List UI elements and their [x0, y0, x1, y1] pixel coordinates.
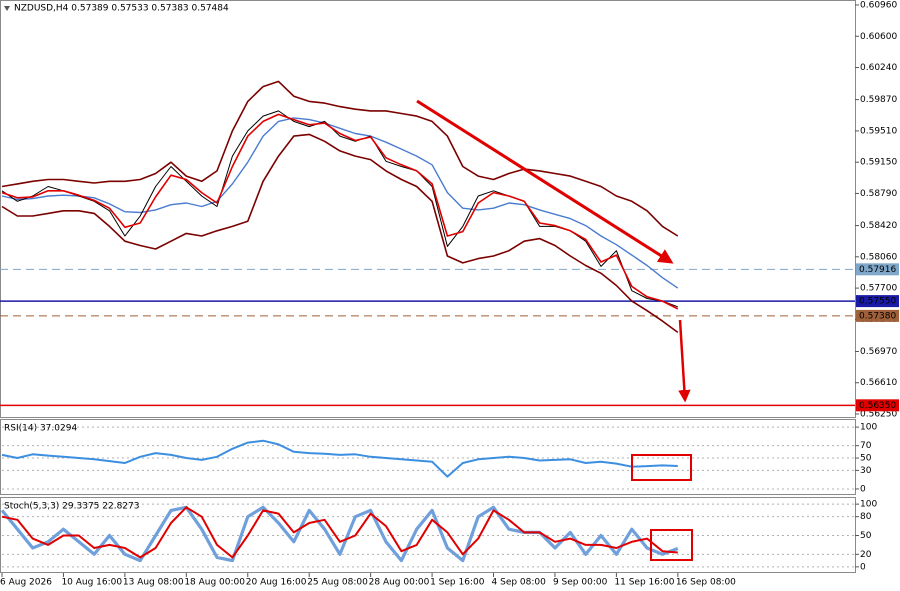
y-tick-label: 0.59150: [860, 158, 897, 168]
y-tick-label: 0.56250: [860, 410, 897, 420]
y-tick-label: 0.60960: [860, 0, 897, 10]
price-level-label: 0.57916: [859, 265, 896, 275]
y-tick-label: 0.57700: [860, 284, 897, 294]
series-line: [1, 506, 678, 559]
y-tick-label: 0.60240: [860, 63, 897, 73]
x-tick-label: 1 Sep 16:00: [430, 578, 485, 588]
series-line: [1, 133, 679, 334]
y-tick-label: 0.58420: [860, 221, 897, 231]
series-line: [1, 110, 678, 308]
x-tick-label: 10 Aug 16:00: [61, 578, 122, 588]
rsi-panel-frame: [0, 419, 856, 495]
y-tick-label: 0.56970: [860, 347, 897, 357]
series-line: [0, 505, 679, 563]
y-tick-label: 0.60600: [860, 32, 897, 42]
y-tick-label: 0: [860, 484, 866, 494]
x-tick-label: 20 Aug 16:00: [246, 578, 307, 588]
series-line: [1, 113, 679, 310]
x-tick-label: 9 Sep 00:00: [553, 578, 608, 588]
price-level-box: [856, 309, 899, 322]
y-tick-label: 0.56610: [860, 378, 897, 388]
price-level-box: [856, 263, 899, 276]
x-tick-label: 18 Aug 00:00: [184, 578, 245, 588]
y-tick-label: 50: [860, 531, 872, 541]
target-arrow: [678, 319, 691, 403]
price-level-label: 0.56350: [859, 401, 896, 411]
trend-arrow: [416, 99, 674, 264]
y-tick-label: 0.58790: [860, 189, 897, 199]
chart-title: NZDUSD,H4 0.57389 0.57533 0.57383 0.5748…: [14, 4, 229, 14]
series-line: [1, 439, 678, 478]
x-tick-label: 11 Sep 16:00: [614, 578, 674, 588]
main-panel-frame: [0, 0, 856, 418]
price-level-label: 0.57550: [859, 297, 896, 307]
y-tick-label: 20: [860, 550, 872, 560]
price-level-box: [856, 399, 899, 412]
y-tick-label: 0.59510: [860, 126, 897, 136]
rsi-highlight: [631, 454, 692, 481]
x-tick-label: 16 Sep 08:00: [676, 578, 736, 588]
series-line: [1, 80, 679, 237]
y-tick-label: 30: [860, 466, 872, 476]
y-tick-label: 70: [860, 441, 872, 451]
rsi-title: RSI(14) 37.0294: [4, 424, 77, 434]
y-tick-label: 100: [860, 423, 877, 433]
x-tick-label: 13 Aug 08:00: [123, 578, 184, 588]
series-line: [1, 117, 679, 289]
y-tick-label: 0.59870: [860, 95, 897, 105]
stoch-highlight: [650, 529, 693, 561]
x-tick-label: 6 Aug 2026: [0, 578, 52, 588]
stoch-title: Stoch(5,3,3) 29.3375 22.8273: [4, 502, 139, 512]
x-tick-label: 25 Aug 08:00: [307, 578, 368, 588]
x-tick-label: 28 Aug 00:00: [369, 578, 430, 588]
y-tick-label: 50: [860, 454, 872, 464]
title-icon: [4, 6, 10, 11]
x-tick-label: 4 Sep 08:00: [492, 578, 547, 588]
y-tick-label: 0.58060: [860, 252, 897, 262]
price-level-label: 0.57380: [859, 311, 896, 321]
y-tick-label: 100: [860, 500, 877, 510]
price-level-box: [856, 295, 899, 308]
y-tick-label: 0: [860, 562, 866, 572]
y-tick-label: 80: [860, 512, 872, 522]
